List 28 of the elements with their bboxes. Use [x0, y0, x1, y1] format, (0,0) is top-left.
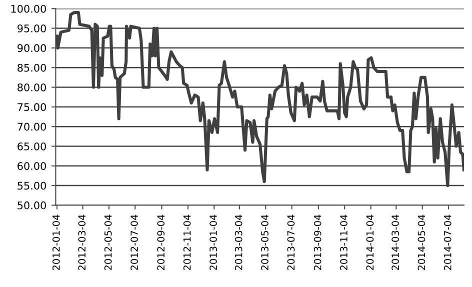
y-tick-label: 70.00 — [18, 122, 46, 131]
x-tick-label: 2014-03-04 — [392, 214, 399, 270]
x-tick-label: 2012-03-04 — [78, 214, 86, 270]
y-tick-label: 95.00 — [18, 24, 46, 32]
x-tick-label: 2012-11-04 — [183, 214, 191, 270]
x-tick-label: 2012-07-04 — [130, 214, 138, 270]
y-tick-label: 65.00 — [18, 142, 46, 150]
x-tick-label: 2013-11-04 — [340, 214, 348, 270]
x-tick-label: 2013-03-04 — [234, 214, 242, 270]
x-tick-label: 2013-01-04 — [210, 214, 217, 270]
x-tick-label: 2012-01-04 — [52, 214, 60, 270]
x-tick-label: 2014-07-04 — [444, 214, 452, 270]
x-tick-label: 2013-05-04 — [261, 214, 268, 270]
y-tick-label: 60.00 — [18, 162, 46, 170]
x-tick-label: 2014-05-04 — [418, 214, 426, 270]
y-tick-label: 80.00 — [18, 83, 46, 92]
y-tick-label: 55.00 — [18, 182, 46, 190]
x-tick-label: 2012-05-04 — [104, 214, 112, 270]
x-tick-label: 2013-07-04 — [287, 214, 295, 270]
y-tick-label: 90.00 — [18, 44, 46, 52]
x-tick-label: 2013-09-04 — [314, 214, 322, 270]
y-tick-label: 100.00 — [11, 4, 46, 13]
y-tick-label: 50.00 — [18, 201, 46, 210]
x-tick-label: 2014-01-04 — [366, 214, 374, 270]
x-tick-label: 2012-09-04 — [157, 214, 165, 270]
line-series — [56, 11, 464, 188]
y-tick-label: 75.00 — [18, 103, 46, 112]
y-tick-label: 85.00 — [18, 64, 46, 72]
